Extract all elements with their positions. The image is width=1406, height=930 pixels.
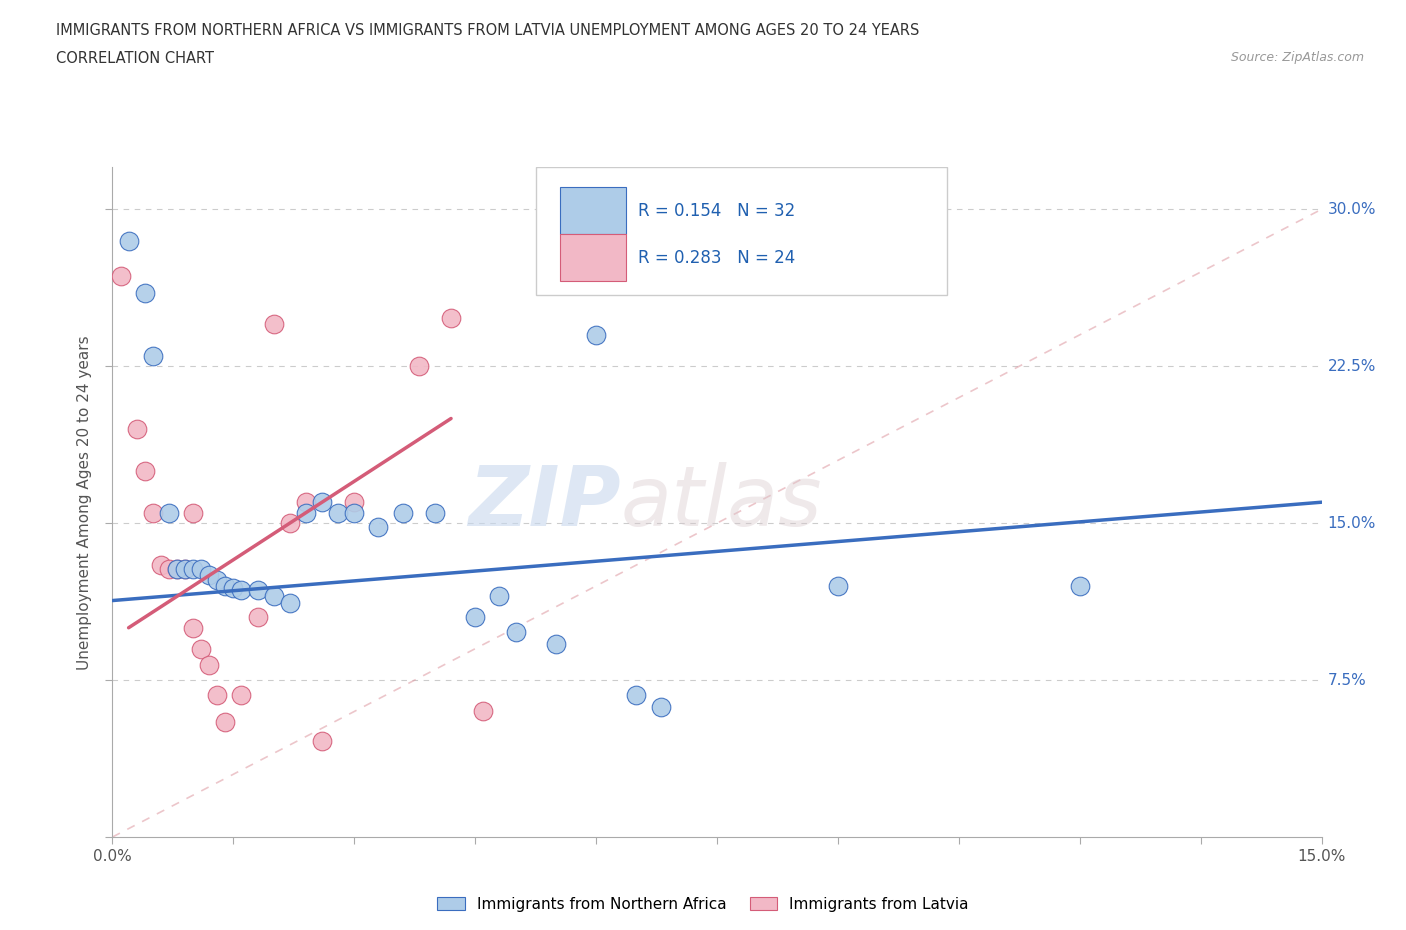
Point	[181, 562, 204, 577]
Point	[650, 700, 672, 715]
Point	[246, 610, 269, 625]
Point	[328, 505, 350, 520]
Point	[311, 733, 333, 748]
Point	[157, 562, 180, 577]
FancyBboxPatch shape	[560, 234, 626, 281]
Point	[166, 562, 188, 577]
Text: 22.5%: 22.5%	[1327, 359, 1376, 374]
Text: 15.0%: 15.0%	[1327, 515, 1376, 531]
Point	[181, 620, 204, 635]
Point	[505, 625, 527, 640]
Text: R = 0.283   N = 24: R = 0.283 N = 24	[638, 249, 796, 267]
Point	[544, 637, 567, 652]
Point	[1069, 578, 1091, 593]
Text: 30.0%: 30.0%	[1327, 202, 1376, 217]
Point	[423, 505, 446, 520]
Text: CORRELATION CHART: CORRELATION CHART	[56, 51, 214, 66]
Point	[311, 495, 333, 510]
Point	[472, 704, 495, 719]
Point	[343, 505, 366, 520]
Y-axis label: Unemployment Among Ages 20 to 24 years: Unemployment Among Ages 20 to 24 years	[77, 335, 93, 670]
Point	[391, 505, 413, 520]
Point	[149, 558, 172, 573]
Point	[198, 568, 221, 583]
Point	[626, 687, 648, 702]
Point	[110, 269, 132, 284]
Point	[207, 572, 229, 587]
Point	[295, 505, 318, 520]
Point	[464, 610, 486, 625]
Point	[214, 714, 236, 729]
Point	[157, 505, 180, 520]
Point	[190, 562, 212, 577]
Point	[408, 359, 430, 374]
Point	[585, 327, 607, 342]
Point	[827, 578, 849, 593]
Point	[222, 580, 245, 595]
Point	[263, 589, 285, 604]
Point	[190, 642, 212, 657]
Point	[231, 582, 253, 598]
Text: R = 0.154   N = 32: R = 0.154 N = 32	[638, 202, 796, 219]
Point	[246, 582, 269, 598]
Point	[295, 495, 318, 510]
Point	[142, 505, 165, 520]
FancyBboxPatch shape	[560, 188, 626, 234]
Point	[207, 687, 229, 702]
Point	[488, 589, 510, 604]
Point	[198, 658, 221, 673]
Point	[134, 463, 156, 478]
Point	[166, 562, 188, 577]
FancyBboxPatch shape	[536, 167, 946, 295]
Point	[174, 562, 197, 577]
Point	[134, 286, 156, 300]
Point	[440, 311, 463, 325]
Text: atlas: atlas	[620, 461, 823, 543]
Point	[367, 520, 389, 535]
Point	[117, 233, 139, 248]
Text: Source: ZipAtlas.com: Source: ZipAtlas.com	[1230, 51, 1364, 64]
Text: ZIP: ZIP	[468, 461, 620, 543]
Point	[214, 578, 236, 593]
Text: IMMIGRANTS FROM NORTHERN AFRICA VS IMMIGRANTS FROM LATVIA UNEMPLOYMENT AMONG AGE: IMMIGRANTS FROM NORTHERN AFRICA VS IMMIG…	[56, 23, 920, 38]
Text: 7.5%: 7.5%	[1327, 672, 1367, 687]
Point	[181, 505, 204, 520]
Point	[263, 317, 285, 332]
Point	[142, 349, 165, 364]
Point	[174, 562, 197, 577]
Legend: Immigrants from Northern Africa, Immigrants from Latvia: Immigrants from Northern Africa, Immigra…	[432, 890, 974, 918]
Point	[278, 516, 301, 531]
Point	[231, 687, 253, 702]
Point	[343, 495, 366, 510]
Point	[125, 421, 148, 436]
Point	[278, 595, 301, 610]
